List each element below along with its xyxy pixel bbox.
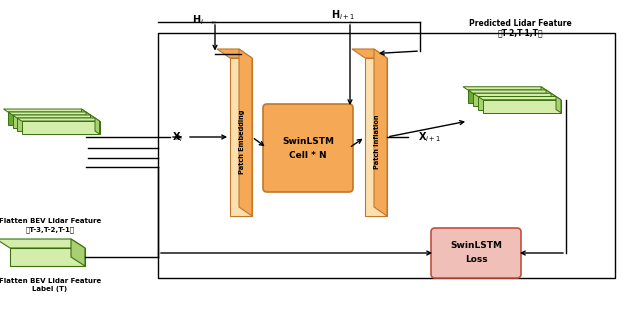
Polygon shape [463,87,546,90]
Text: Flatten BEV Lidar Feature: Flatten BEV Lidar Feature [0,278,101,284]
Polygon shape [90,115,95,131]
Text: SwinLSTM: SwinLSTM [282,137,334,145]
Polygon shape [21,121,99,134]
Text: Loss: Loss [465,256,487,264]
Text: Patch Embedding: Patch Embedding [239,110,245,174]
Text: Cell * N: Cell * N [289,151,327,161]
Text: $\mathbf{H}_i$: $\mathbf{H}_i$ [192,13,204,27]
Polygon shape [478,96,561,100]
Polygon shape [82,109,86,125]
Polygon shape [473,93,556,96]
Text: $\mathbf{H}_{i+1}$: $\mathbf{H}_{i+1}$ [331,8,355,22]
Polygon shape [365,58,387,216]
Polygon shape [239,49,252,216]
Bar [158,33,615,278]
Polygon shape [17,118,95,131]
Text: Label (T): Label (T) [32,286,68,292]
Polygon shape [10,248,85,266]
Polygon shape [0,239,85,248]
Polygon shape [473,93,551,106]
Polygon shape [478,96,556,110]
Polygon shape [71,239,85,266]
Polygon shape [556,96,561,113]
Polygon shape [86,112,90,128]
Polygon shape [17,118,99,121]
Polygon shape [352,49,387,58]
Polygon shape [374,49,387,216]
FancyBboxPatch shape [431,228,521,278]
Polygon shape [95,118,99,134]
Text: Patch Inflation: Patch Inflation [374,115,380,169]
Text: $\mathbf{X}_{i+1}$: $\mathbf{X}_{i+1}$ [418,130,442,144]
Text: $\mathbf{X}_i$: $\mathbf{X}_i$ [173,130,184,144]
Text: （T-2,T-1,T）: （T-2,T-1,T） [497,28,543,37]
Polygon shape [546,90,551,106]
Polygon shape [468,90,546,103]
Polygon shape [468,90,551,93]
Text: SwinLSTM: SwinLSTM [450,241,502,251]
Polygon shape [551,93,556,110]
FancyBboxPatch shape [263,104,353,192]
Polygon shape [13,115,90,128]
Polygon shape [483,100,561,113]
Polygon shape [4,109,86,112]
Polygon shape [8,112,90,115]
Text: （T-3,T-2,T-1）: （T-3,T-2,T-1） [25,226,75,233]
Polygon shape [217,49,252,58]
Polygon shape [541,87,546,103]
Polygon shape [230,58,252,216]
Text: Flatten BEV Lidar Feature: Flatten BEV Lidar Feature [0,218,101,224]
Polygon shape [8,112,86,125]
Text: Predicted Lidar Feature: Predicted Lidar Feature [468,19,571,28]
Polygon shape [13,115,95,118]
